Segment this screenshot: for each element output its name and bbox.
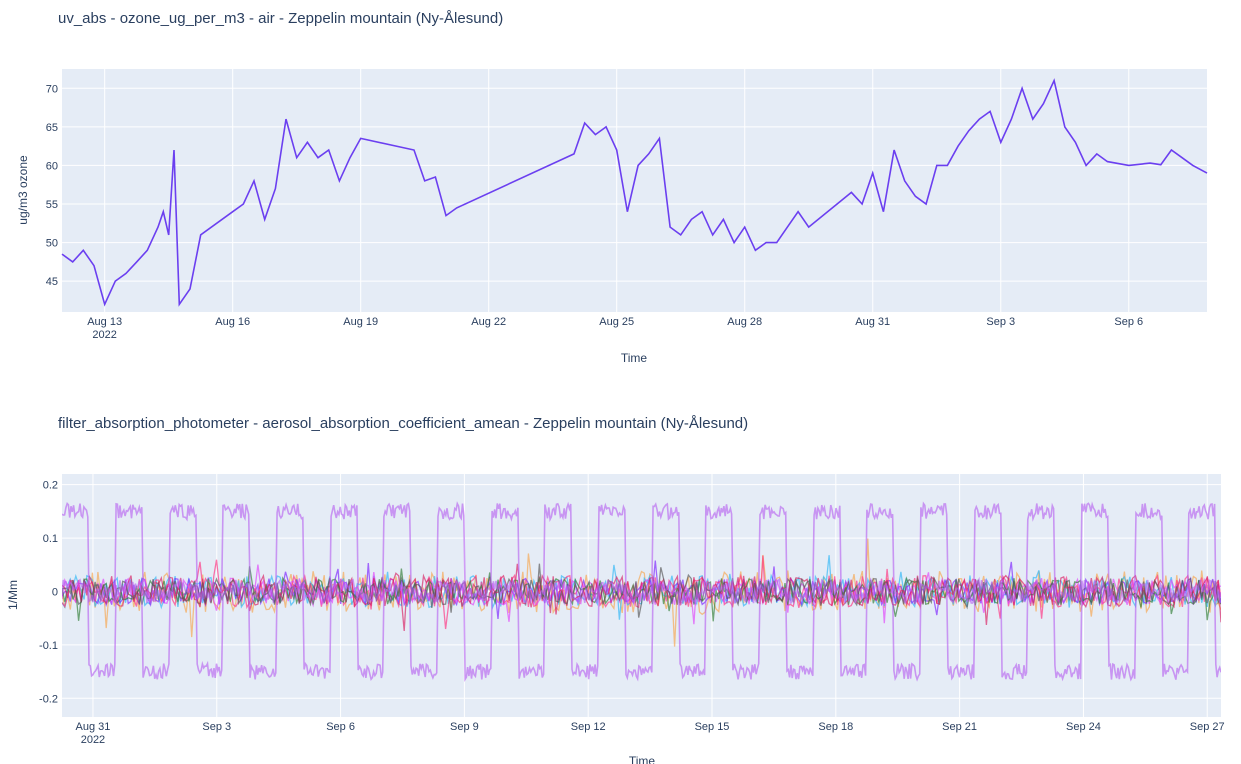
x-tick-label: Sep 27 <box>1190 721 1225 733</box>
y-tick-label: 0.2 <box>43 480 58 492</box>
x-tick-label: Aug 31 <box>76 721 111 733</box>
aerosol-noise-series-line <box>62 564 1221 625</box>
x-tick-label: Sep 9 <box>450 721 479 733</box>
y-tick-label: 0 <box>52 586 58 598</box>
x-tick-label: Aug 19 <box>343 316 378 328</box>
x-tick-label: Aug 22 <box>471 316 506 328</box>
y-tick-label: -0.2 <box>39 693 58 705</box>
aerosol-envelope-series-line <box>62 501 1221 607</box>
chart-2-x-axis-label: Time <box>629 754 656 764</box>
aerosol-noise-series-line <box>62 563 1221 632</box>
y-tick-label: 65 <box>46 122 58 134</box>
x-tick-label: Sep 12 <box>571 721 606 733</box>
chart-1-y-axis-label: ug/m3 ozone <box>16 155 30 225</box>
x-tick-label: Aug 16 <box>215 316 250 328</box>
chart-2-title: filter_absorption_photometer - aerosol_a… <box>58 415 749 432</box>
y-tick-label: 0.1 <box>43 533 58 545</box>
ozone-series-line <box>61 78 1208 307</box>
aerosol-noise-series-line <box>62 566 1221 622</box>
x-tick-year-label: 2022 <box>81 734 105 746</box>
aerosol-noise-series-line <box>62 555 1221 630</box>
chart-1-title: uv_abs - ozone_ug_per_m3 - air - Zeppeli… <box>58 10 504 27</box>
chart-1-plot-area <box>62 69 1207 312</box>
x-tick-label: Sep 3 <box>202 721 231 733</box>
aerosol-noise-series-line <box>62 563 1221 618</box>
y-tick-label: 70 <box>46 83 58 95</box>
x-tick-label: Aug 13 <box>87 316 122 328</box>
x-tick-label: Aug 31 <box>855 316 890 328</box>
y-tick-label: 55 <box>46 199 58 211</box>
x-tick-year-label: 2022 <box>92 329 116 341</box>
aerosol-noise-series-line <box>62 538 1221 647</box>
x-tick-label: Aug 25 <box>599 316 634 328</box>
x-tick-label: Sep 21 <box>942 721 977 733</box>
x-tick-label: Sep 15 <box>695 721 730 733</box>
y-tick-label: 45 <box>46 276 58 288</box>
y-tick-label: 60 <box>46 160 58 172</box>
aerosol-noise-series-line <box>62 560 1221 619</box>
x-tick-label: Sep 6 <box>326 721 355 733</box>
x-tick-label: Sep 6 <box>1114 316 1143 328</box>
chart-2-plot-area <box>62 474 1221 717</box>
aerosol-envelope-series-line <box>62 576 1221 683</box>
x-tick-label: Sep 3 <box>986 316 1015 328</box>
x-tick-label: Sep 18 <box>818 721 853 733</box>
chart-2-y-axis-label: 1/Mm <box>6 580 20 610</box>
x-tick-label: Aug 28 <box>727 316 762 328</box>
y-tick-label: -0.1 <box>39 640 58 652</box>
chart-1-x-axis-label: Time <box>621 351 648 365</box>
y-tick-label: 50 <box>46 238 58 250</box>
aerosol-noise-series-line <box>62 555 1221 620</box>
x-tick-label: Sep 24 <box>1066 721 1101 733</box>
